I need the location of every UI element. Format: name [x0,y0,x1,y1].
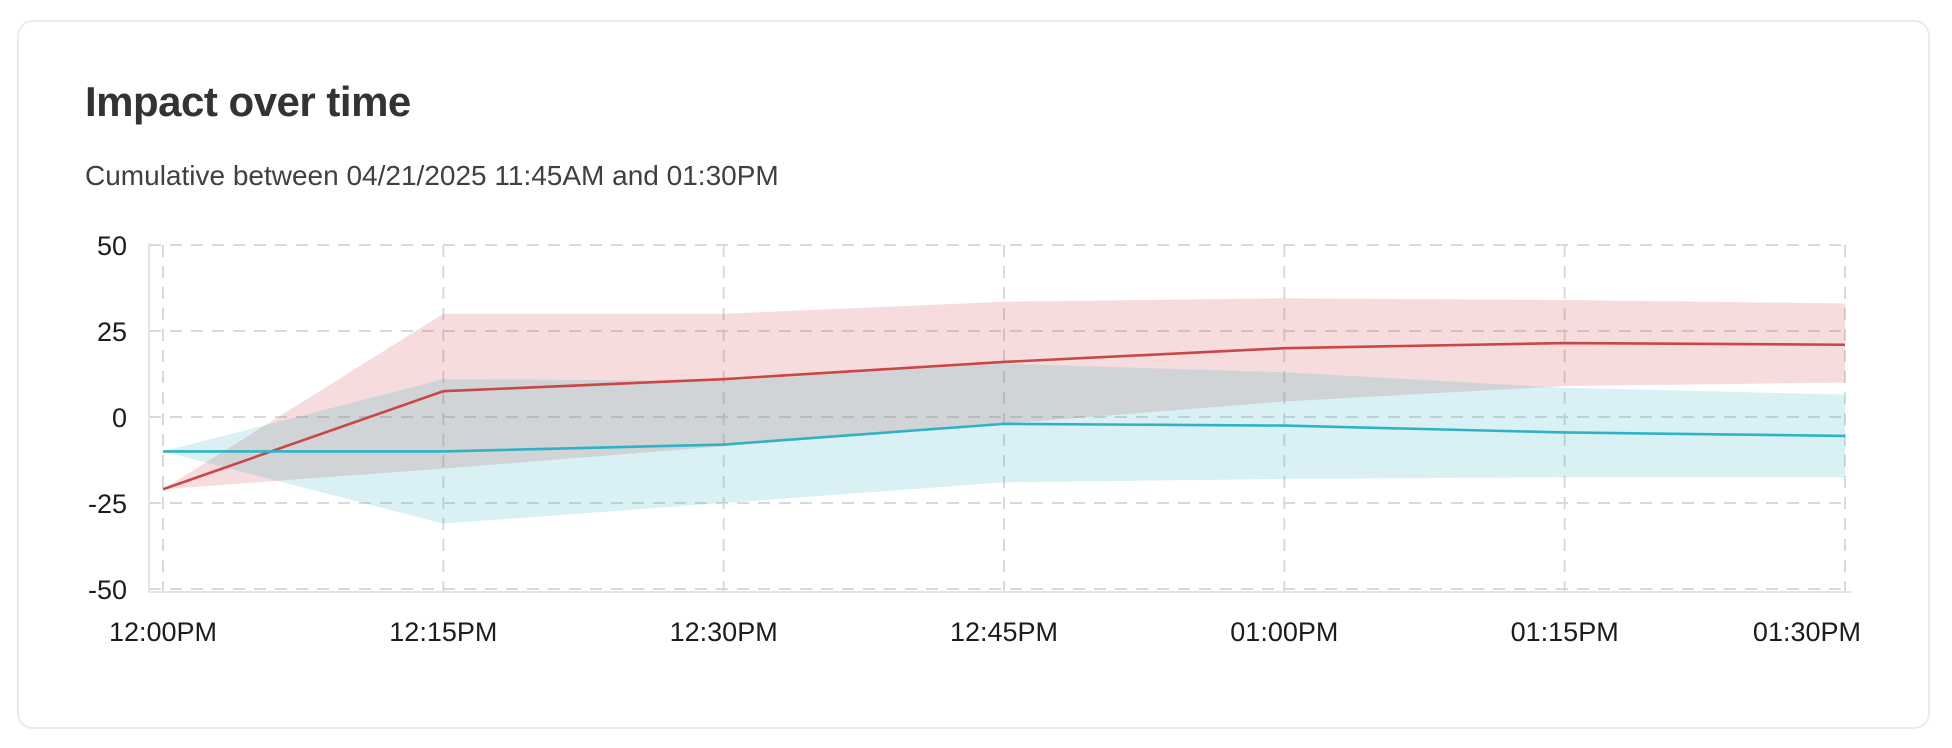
x-axis-tick-label: 12:15PM [389,617,497,647]
x-axis-tick-label: 01:15PM [1511,617,1619,647]
chart-title: Impact over time [85,78,411,125]
red-series-line [162,341,1846,491]
chart-subtitle: Cumulative between 04/21/2025 11:45AM an… [85,160,779,191]
y-axis-tick-label: -50 [88,575,127,605]
x-axis-tick-label: 12:00PM [109,617,217,647]
x-axis-tick-label: 12:45PM [950,617,1058,647]
gridlines [149,244,1846,592]
y-axis-tick-labels: 50 25 0 -25 -50 [88,231,127,605]
cyan-series-band [163,363,1845,524]
cyan-series-line [163,422,1846,453]
impact-over-time-card: Impact over time Cumulative between 04/2… [17,20,1930,729]
x-axis-tick-labels: 12:00PM 12:15PM 12:30PM 12:45PM 01:00PM 01:15… [109,617,1861,647]
x-axis-tick-label: 01:00PM [1230,617,1338,647]
series-layer [162,298,1846,524]
y-axis-tick-label: -25 [88,489,127,519]
x-axis-tick-label: 01:30PM [1753,617,1861,647]
y-axis-tick-label: 0 [112,403,127,433]
x-axis-tick-label: 12:30PM [670,617,778,647]
y-axis-tick-label: 50 [97,231,127,261]
y-axis-tick-label: 25 [97,317,127,347]
